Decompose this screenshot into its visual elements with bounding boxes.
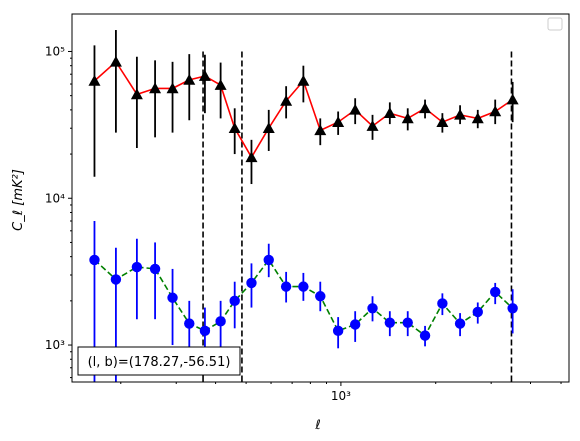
y-axis-label: C_ℓ [mK²] bbox=[11, 169, 26, 231]
series-0-point-21 bbox=[454, 108, 467, 120]
series-1-point-1 bbox=[110, 274, 122, 285]
legend-box bbox=[547, 17, 563, 31]
series-0-point-15 bbox=[349, 103, 362, 115]
series-0-point-22 bbox=[471, 112, 484, 124]
marks-layer bbox=[88, 55, 519, 341]
series-1-point-18 bbox=[402, 317, 413, 328]
x-axis-label: ℓ bbox=[314, 418, 320, 433]
series-0-point-1 bbox=[109, 55, 122, 67]
series-0-point-2 bbox=[130, 88, 143, 100]
series-0-point-7 bbox=[214, 79, 227, 90]
series-1-point-19 bbox=[419, 330, 431, 341]
series-1-point-17 bbox=[384, 317, 396, 328]
x-tick-label-1000: 10³ bbox=[331, 389, 351, 403]
series-1-point-7 bbox=[215, 316, 226, 327]
series-0-point-19 bbox=[419, 102, 432, 114]
series-1-point-23 bbox=[490, 286, 501, 298]
series-0-point-3 bbox=[149, 82, 162, 94]
series-1-point-6 bbox=[199, 325, 211, 337]
series-0-point-0 bbox=[88, 74, 101, 86]
series-0-point-5 bbox=[183, 73, 196, 85]
series-1-point-13 bbox=[315, 291, 326, 302]
y-tick-label-1000: 10³ bbox=[45, 338, 65, 352]
y-tick-label-100000: 10⁵ bbox=[45, 44, 65, 58]
series-1-point-2 bbox=[131, 261, 143, 273]
series-1-point-24 bbox=[507, 303, 518, 314]
series-0-point-12 bbox=[297, 74, 310, 86]
series-0-point-4 bbox=[166, 82, 179, 94]
series-0-point-17 bbox=[383, 107, 396, 118]
series-0-point-9 bbox=[245, 151, 258, 163]
series-1-point-14 bbox=[332, 325, 344, 337]
series-0-point-14 bbox=[332, 116, 345, 127]
ticks-layer: 10³ 10⁴ 10⁵ 10³ bbox=[45, 44, 562, 403]
annotation-box: (l, b)=(178.27,-56.51) bbox=[77, 346, 241, 376]
series-1-point-4 bbox=[167, 292, 178, 303]
series-1-point-11 bbox=[280, 281, 292, 292]
series-1-point-22 bbox=[472, 306, 483, 318]
series-1-point-3 bbox=[149, 263, 161, 275]
series-0-point-18 bbox=[401, 112, 414, 124]
series-1-point-12 bbox=[298, 281, 309, 292]
series-1-point-0 bbox=[89, 254, 100, 266]
series-0-point-20 bbox=[436, 116, 449, 127]
series-1-point-20 bbox=[437, 298, 448, 309]
series-0-point-16 bbox=[366, 120, 379, 131]
series-1-point-10 bbox=[263, 254, 274, 266]
series-0-point-10 bbox=[262, 122, 275, 134]
series-1-point-15 bbox=[349, 319, 361, 330]
series-0-point-24 bbox=[506, 93, 519, 105]
series-0-point-11 bbox=[280, 94, 293, 106]
series-1-point-16 bbox=[367, 303, 378, 314]
y-tick-label-10000: 10⁴ bbox=[45, 191, 65, 205]
series-1-point-8 bbox=[229, 295, 240, 307]
series-0-point-23 bbox=[489, 105, 502, 117]
series-0-point-8 bbox=[228, 122, 241, 134]
series-1-point-9 bbox=[246, 277, 257, 289]
series-0-point-6 bbox=[198, 70, 211, 81]
plot-area-frame bbox=[71, 13, 570, 383]
annotation-text: (l, b)=(178.27,-56.51) bbox=[88, 355, 231, 370]
series-1-point-21 bbox=[454, 318, 466, 329]
series-0-point-13 bbox=[314, 124, 327, 136]
series-1-point-5 bbox=[184, 318, 195, 329]
